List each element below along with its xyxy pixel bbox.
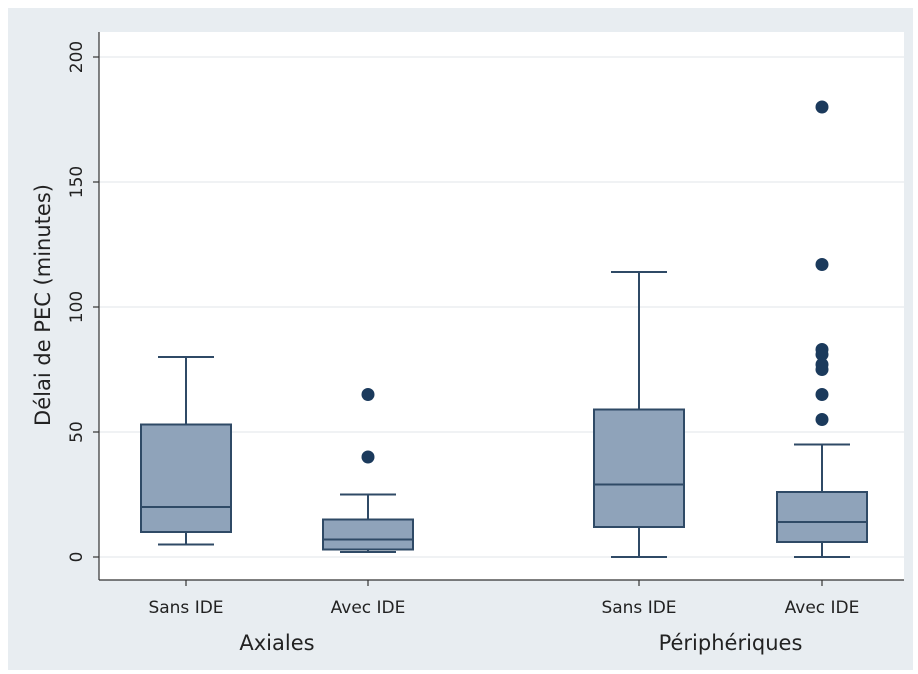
x-category-label: Sans IDE (601, 598, 676, 618)
x-group-label: Axiales (239, 631, 314, 655)
box-plot-2 (322, 388, 414, 553)
x-category-label: Avec IDE (785, 598, 860, 618)
box-iqr (593, 408, 685, 528)
box-plot-4 (776, 100, 868, 558)
x-axis-group-labels: Axiales Périphériques (239, 631, 802, 655)
outlier-point (815, 258, 829, 271)
outlier-point (815, 413, 829, 426)
box-series (140, 100, 868, 558)
y-axis-title: Délai de PEC (minutes) (31, 184, 55, 426)
outlier-point (815, 100, 829, 114)
y-tick-label: 50 (67, 421, 87, 443)
axes (98, 32, 904, 581)
y-tick-label: 0 (67, 552, 87, 563)
outlier-point (815, 358, 829, 371)
plot-area (99, 32, 904, 580)
grid-lines (99, 56, 904, 558)
outlier-point (361, 388, 375, 401)
outlier-point (815, 343, 829, 356)
x-category-label: Sans IDE (148, 598, 223, 618)
box-iqr (140, 423, 232, 533)
y-tick-label: 200 (67, 41, 87, 73)
y-axis-ticks: 0 50 100 150 200 (67, 41, 99, 563)
outlier-point (815, 388, 829, 401)
y-tick-label: 150 (67, 166, 87, 198)
x-group-label: Périphériques (659, 631, 803, 655)
box-iqr (776, 491, 868, 543)
box-iqr (322, 518, 414, 551)
x-axis-category-labels: Sans IDE Avec IDE Sans IDE Avec IDE (148, 580, 859, 618)
box-plot-3 (593, 271, 685, 558)
x-category-label: Avec IDE (331, 598, 406, 618)
y-tick-label: 100 (67, 291, 87, 323)
outlier-point (361, 450, 375, 464)
box-plot-1 (140, 356, 232, 546)
